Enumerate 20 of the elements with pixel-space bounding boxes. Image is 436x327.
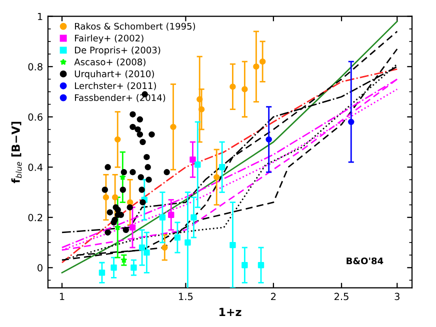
x-tick-label: 3 — [394, 292, 400, 300]
legend-label: De Propris+ (2003) — [75, 46, 160, 56]
y-tick-label: 0.8 — [28, 63, 42, 70]
x-tick-label: 1 — [60, 292, 64, 300]
legend-label: Rakos & Schombert (1995) — [75, 22, 196, 31]
annotation: B&O'84 — [346, 257, 384, 264]
y-tick-label: 0 — [38, 264, 42, 272]
x-tick-label: 2.5 — [334, 292, 348, 300]
y-tick-label: 1 — [38, 12, 42, 20]
x-axis-title: 1+z — [219, 308, 242, 316]
x-tick-label: 2 — [271, 292, 276, 300]
legend-label: Fairley+ (2002) — [75, 34, 144, 44]
legend-label: Ascaso+ (2008) — [74, 58, 146, 66]
y-tick-label: 0.4 — [28, 164, 43, 171]
y-tick-label: 0.2 — [28, 214, 42, 222]
x-tick-label: 1.5 — [179, 292, 193, 300]
y-tick-label: 0.6 — [28, 113, 42, 121]
legend-label: Urquhart+ (2010) — [74, 70, 154, 79]
legend-label: Lerchster+ (2011) — [75, 82, 156, 90]
y-axis-title: f$_{blue}$ [B−V] — [11, 122, 22, 184]
